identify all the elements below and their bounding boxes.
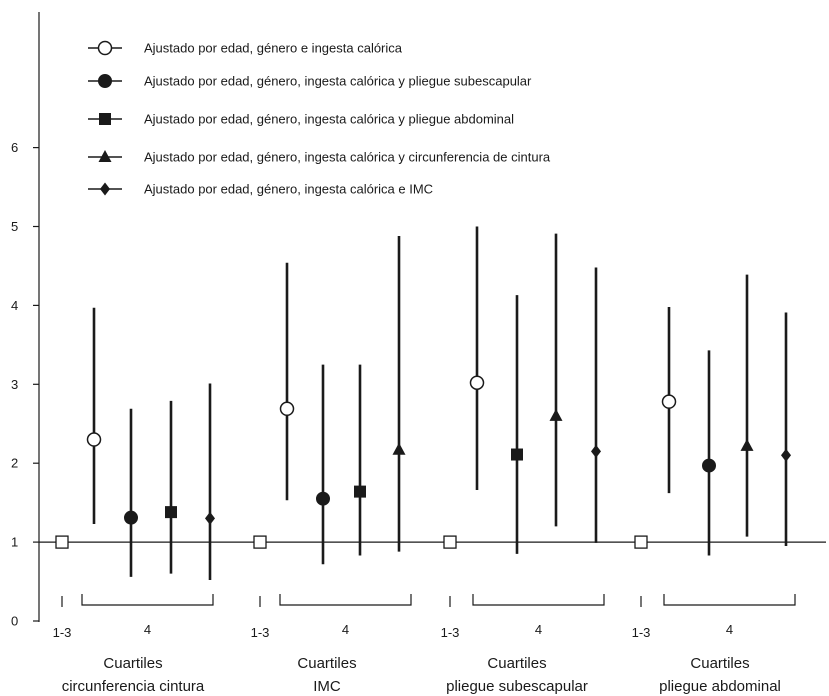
quartile-4-label: 4 — [726, 622, 733, 637]
group-title-line-1: Cuartiles — [103, 655, 162, 672]
group-title-line-2: pliegue abdominal — [659, 678, 781, 695]
quartile-ref-label: 1-3 — [441, 625, 460, 640]
legend-marker — [100, 182, 110, 196]
reference-marker — [634, 535, 648, 549]
point-marker — [165, 506, 177, 519]
y-tick-label: 2 — [11, 456, 18, 471]
group-title-line-2: circunferencia cintura — [62, 678, 205, 695]
data-point-group — [781, 312, 791, 547]
point-marker — [469, 375, 485, 390]
point-marker — [279, 401, 295, 417]
data-point-group — [86, 307, 102, 524]
data-point-group — [549, 233, 563, 527]
legend-item: Ajustado por edad, género, ingesta calór… — [88, 150, 551, 165]
group-title-line-2: IMC — [313, 678, 341, 695]
legend-label: Ajustado por edad, género, ingesta calór… — [144, 150, 551, 165]
point-marker — [392, 442, 406, 455]
y-tick-label: 0 — [11, 614, 18, 629]
data-point-group — [469, 226, 485, 491]
legend-item: Ajustado por edad, género, ingesta calór… — [88, 112, 514, 127]
data-point-group — [702, 350, 716, 556]
data-point-group — [205, 383, 215, 580]
axes: 0 1 2 3 4 5 6 — [11, 12, 826, 629]
y-tick-label: 4 — [11, 298, 18, 313]
data-point-group — [392, 235, 406, 552]
group-title-line-1: Cuartiles — [487, 655, 546, 672]
point-marker — [511, 448, 523, 461]
legend-label: Ajustado por edad, género, ingesta calór… — [144, 112, 514, 127]
legend-marker — [99, 113, 111, 125]
group-2: 1-3 4 Cuartiles IMC — [251, 594, 412, 695]
data-point-group — [511, 295, 523, 554]
group-title-line-2: pliegue subescapular — [446, 678, 588, 695]
legend-label: Ajustado por edad, género, ingesta calór… — [144, 74, 532, 89]
point-marker — [124, 510, 138, 525]
data-point-group — [165, 400, 177, 574]
y-tick-label: 5 — [11, 219, 18, 234]
legend-item: Ajustado por edad, género, ingesta calór… — [88, 74, 532, 89]
data-point-group — [661, 306, 677, 494]
legend-label: Ajustado por edad, género e ingesta caló… — [144, 41, 403, 56]
data-point-group — [591, 267, 601, 543]
data-point-group — [124, 408, 138, 577]
group-1: 1-3 4 Cuartiles circunferencia cintura — [53, 594, 214, 695]
y-tick-label: 3 — [11, 377, 18, 392]
reference-marker — [253, 535, 267, 549]
group-4: 1-3 4 Cuartiles pliegue abdominal — [632, 594, 796, 695]
reference-marker — [443, 535, 457, 549]
quartile-4-label: 4 — [342, 622, 349, 637]
quartile-4-bracket — [81, 594, 214, 606]
group-3: 1-3 4 Cuartiles pliegue subescapular — [441, 594, 605, 695]
data-point-group — [740, 274, 754, 537]
y-tick-label: 1 — [11, 535, 18, 550]
legend: Ajustado por edad, género e ingesta caló… — [88, 41, 551, 197]
legend-label: Ajustado por edad, género, ingesta calór… — [144, 182, 433, 197]
point-marker — [86, 432, 102, 447]
quartile-4-label: 4 — [535, 622, 542, 637]
group-title-line-1: Cuartiles — [297, 655, 356, 672]
groups: 1-3 4 Cuartiles circunferencia cintura 1-3 4 C… — [53, 594, 796, 695]
quartile-4-bracket — [663, 594, 796, 606]
data-point-group — [279, 262, 295, 501]
quartile-4-bracket — [472, 594, 605, 606]
reference-marker — [55, 535, 69, 549]
point-marker — [354, 485, 366, 498]
point-marker — [740, 438, 754, 451]
point-marker — [549, 408, 563, 421]
point-marker — [591, 444, 601, 458]
quartile-ref-label: 1-3 — [53, 625, 72, 640]
data-point-group — [354, 364, 366, 556]
data-point-group — [316, 364, 330, 565]
quartile-ref-label: 1-3 — [251, 625, 270, 640]
point-marker — [316, 491, 330, 506]
y-tick-label: 6 — [11, 140, 18, 155]
legend-marker — [98, 150, 112, 162]
legend-marker — [97, 40, 113, 56]
quartile-4-label: 4 — [144, 622, 151, 637]
legend-item: Ajustado por edad, género e ingesta caló… — [88, 41, 403, 56]
point-marker — [781, 448, 791, 462]
group-title-line-1: Cuartiles — [690, 655, 749, 672]
legend-marker — [98, 74, 112, 88]
point-marker — [661, 394, 677, 409]
point-marker — [702, 458, 716, 473]
legend-item: Ajustado por edad, género, ingesta calór… — [88, 182, 433, 197]
marks — [55, 226, 791, 580]
quartile-4-bracket — [279, 594, 412, 606]
quartile-ref-label: 1-3 — [632, 625, 651, 640]
point-marker — [205, 511, 215, 525]
